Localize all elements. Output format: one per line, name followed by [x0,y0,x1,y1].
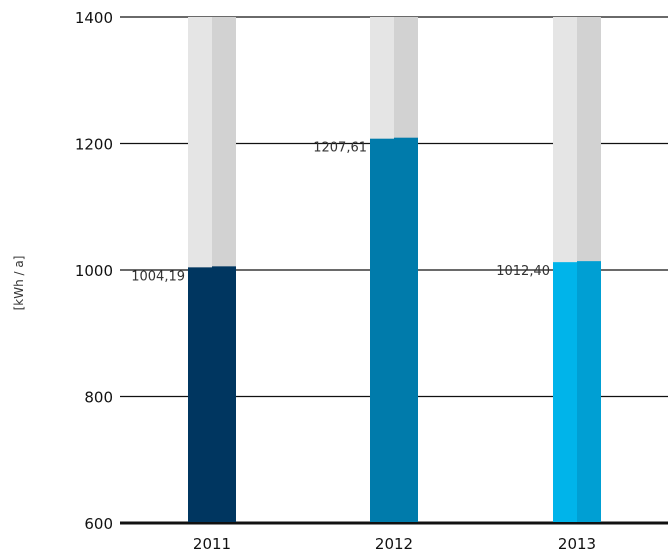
y-tick-label-1200: 1200 [75,136,113,154]
y-tick-label-1400: 1400 [75,9,113,27]
bars: 1004,19 1207,61 1012,40 [131,17,601,522]
y-axis-ticks: 600 800 1000 1200 1400 [75,9,113,533]
bar-2012-left [370,138,394,522]
data-label-2011: 1004,19 [131,269,185,284]
x-category-label-2011: 2011 [193,535,231,553]
x-axis-categories: 2011 2012 2013 [193,535,596,553]
bar-2013-right [577,261,601,522]
y-axis-title: [kWh / a] [12,256,26,311]
bar-2013-left [553,262,577,522]
bar-2012-right [394,137,418,522]
data-label-2013: 1012,40 [496,264,550,279]
bar-2011-right [212,266,236,522]
y-tick-label-600: 600 [84,515,113,533]
y-tick-label-800: 800 [84,389,113,407]
bar-2011-left [188,267,212,522]
y-tick-label-1000: 1000 [75,262,113,280]
data-label-2012: 1207,61 [313,141,367,156]
x-category-label-2012: 2012 [375,535,413,553]
x-category-label-2013: 2013 [558,535,596,553]
